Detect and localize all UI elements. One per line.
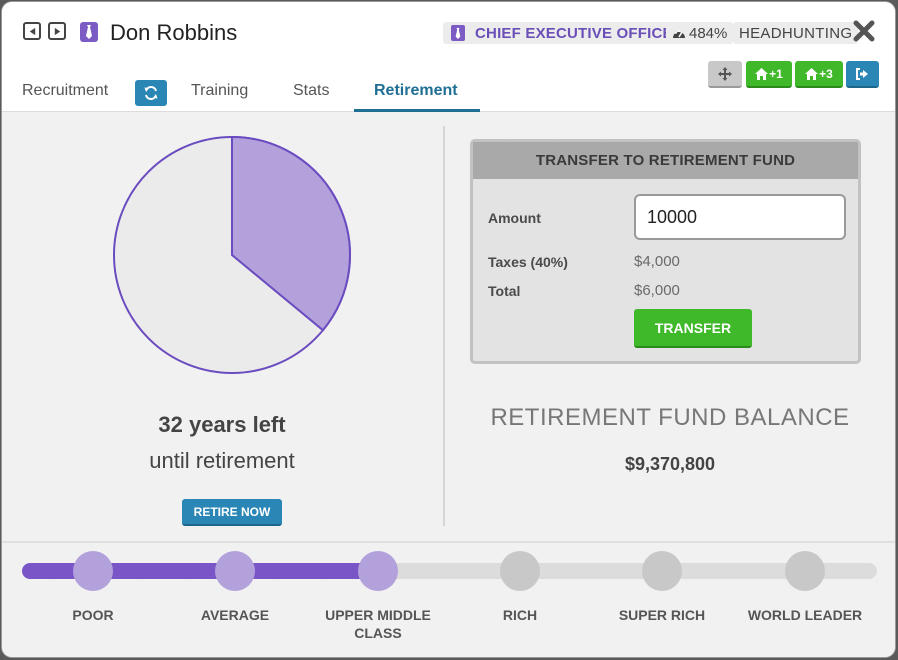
tab-retirement[interactable]: Retirement bbox=[374, 82, 458, 99]
level-label-rich: RICH bbox=[502, 607, 538, 623]
until-retirement-label: until retirement bbox=[149, 448, 295, 473]
employee-name: Don Robbins bbox=[110, 20, 238, 45]
level-node-world-leader bbox=[785, 551, 825, 591]
level-node-rich bbox=[500, 551, 540, 591]
level-label-average: AVERAGE bbox=[200, 607, 270, 623]
level-label-poor: POOR bbox=[72, 607, 114, 623]
window-header: Don Robbins CHIEF EXECUTIVE OFFICER 484%… bbox=[2, 2, 895, 112]
tab-stats[interactable]: Stats bbox=[293, 82, 330, 99]
tie-icon bbox=[451, 25, 465, 41]
home-icon bbox=[755, 67, 769, 80]
performance-value: 484% bbox=[689, 24, 728, 42]
fund-balance-title: RETIREMENT FUND BALANCE bbox=[490, 404, 850, 431]
taxes-value: $4,000 bbox=[634, 253, 680, 270]
transfer-panel: TRANSFER TO RETIREMENT FUND Amount Taxes… bbox=[470, 139, 861, 364]
tab-bar: Recruitment Training Stats Retirement bbox=[2, 72, 895, 112]
section-divider bbox=[2, 541, 895, 543]
fund-balance-value: $9,370,800 bbox=[624, 454, 716, 474]
home-icon bbox=[805, 67, 819, 80]
taxes-label: Taxes (40%) bbox=[488, 254, 568, 270]
refresh-icon bbox=[144, 86, 158, 100]
close-button[interactable] bbox=[852, 19, 876, 43]
triangle-right-icon bbox=[54, 27, 60, 35]
level-label-world-leader: WORLD LEADER bbox=[747, 607, 863, 623]
refresh-button[interactable] bbox=[135, 80, 167, 106]
amount-input[interactable] bbox=[634, 194, 846, 240]
previous-employee-button[interactable] bbox=[23, 22, 41, 40]
move-button[interactable] bbox=[708, 61, 742, 88]
retirement-progress-pie bbox=[113, 135, 351, 374]
tab-recruitment[interactable]: Recruitment bbox=[22, 82, 109, 99]
tab-training[interactable]: Training bbox=[191, 82, 249, 99]
level-node-upper-middle-class bbox=[358, 551, 398, 591]
tie-icon bbox=[80, 22, 98, 42]
column-divider bbox=[443, 126, 445, 526]
level-label-super-rich: SUPER RICH bbox=[618, 607, 706, 623]
level-label-upper-middle-class: UPPER MIDDLE CLASS bbox=[325, 607, 431, 641]
retirement-content: 32 years left until retirement RETIRE NO… bbox=[2, 112, 895, 657]
amount-label: Amount bbox=[488, 210, 541, 226]
transfer-button[interactable]: TRANSFER bbox=[634, 309, 752, 348]
level-node-average bbox=[215, 551, 255, 591]
total-value: $6,000 bbox=[634, 282, 680, 299]
move-icon bbox=[717, 66, 732, 81]
pie-progress-slice bbox=[231, 135, 351, 332]
transfer-panel-heading: TRANSFER TO RETIREMENT FUND bbox=[473, 142, 858, 179]
home-plus-1-label: +1 bbox=[769, 66, 783, 81]
exit-icon bbox=[856, 67, 868, 80]
performance-badge: 484% bbox=[666, 22, 734, 44]
triangle-left-icon bbox=[29, 27, 35, 35]
home-plus-1-button[interactable]: +1 bbox=[746, 61, 792, 88]
job-title-badge: CHIEF EXECUTIVE OFFICER bbox=[443, 22, 692, 44]
home-plus-3-label: +3 bbox=[819, 66, 833, 81]
next-employee-button[interactable] bbox=[48, 22, 66, 40]
total-label: Total bbox=[488, 283, 521, 299]
level-node-poor bbox=[73, 551, 113, 591]
job-title: CHIEF EXECUTIVE OFFICER bbox=[475, 24, 684, 42]
active-tab-indicator bbox=[354, 109, 480, 112]
years-left: 32 years left bbox=[158, 412, 286, 437]
level-node-super-rich bbox=[642, 551, 682, 591]
exit-button[interactable] bbox=[846, 61, 879, 88]
home-plus-3-button[interactable]: +3 bbox=[795, 61, 843, 88]
retire-now-button[interactable]: RETIRE NOW bbox=[182, 499, 282, 526]
status-badge: HEADHUNTING bbox=[733, 22, 859, 44]
close-icon bbox=[853, 20, 875, 42]
speedometer-icon bbox=[673, 30, 685, 38]
